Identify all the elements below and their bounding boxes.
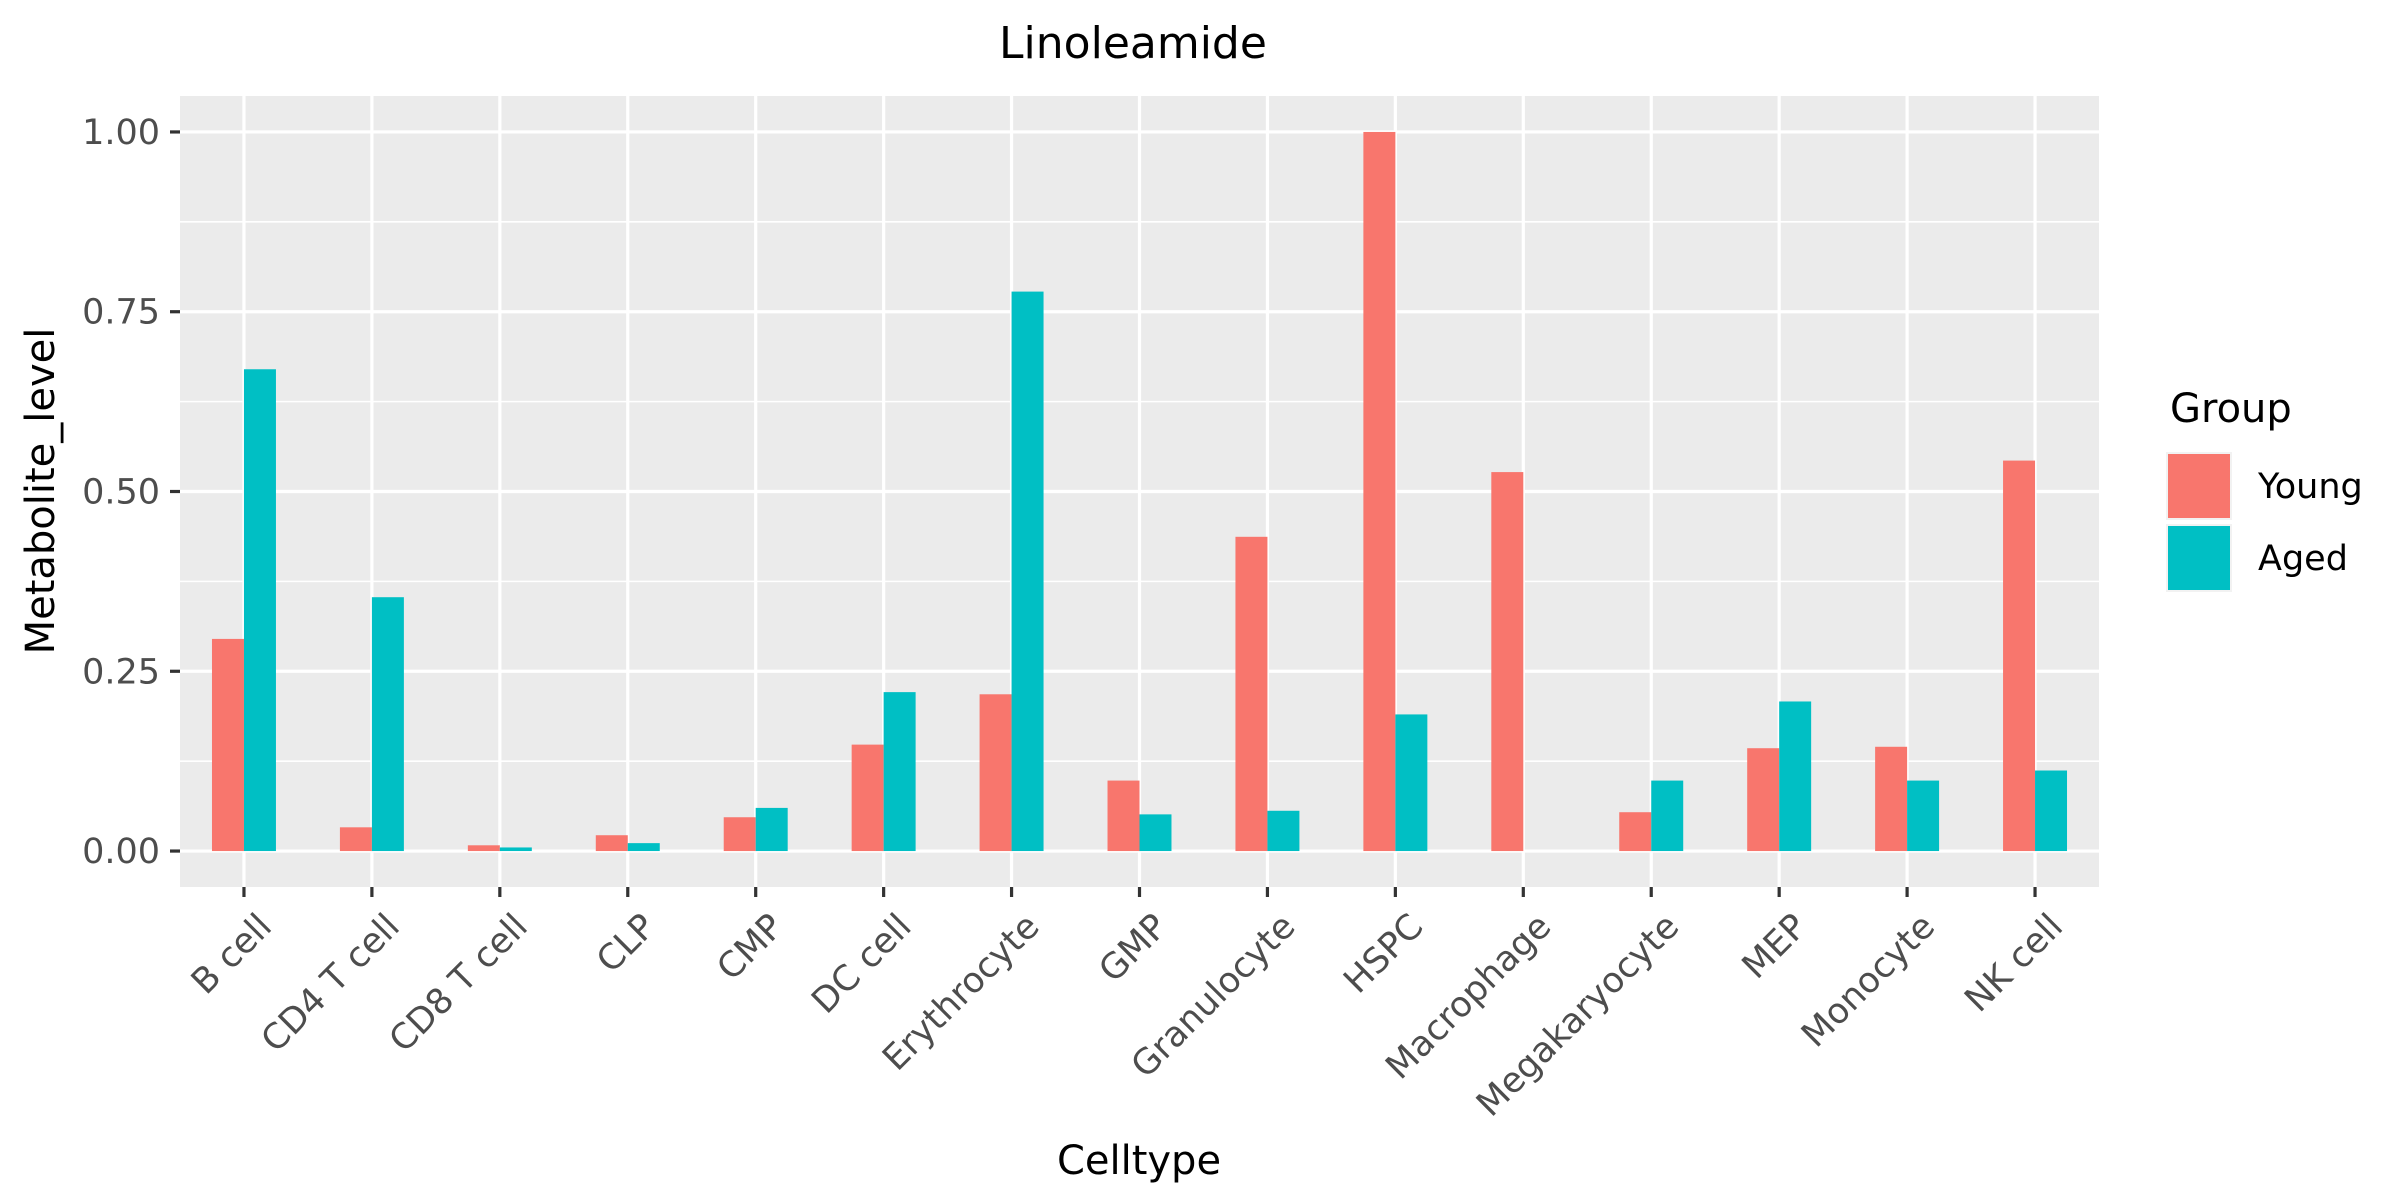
bar-aged-hspc (1395, 714, 1428, 852)
bar-young-mep (1747, 748, 1780, 852)
y-tick-label: 0.75 (82, 293, 160, 333)
bar-young-gmp (1107, 780, 1140, 852)
y-tick-label: 0.50 (82, 473, 160, 513)
bar-aged-cmp (755, 807, 788, 852)
legend-label-aged: Aged (2258, 539, 2348, 579)
x-axis-label: Celltype (1057, 1138, 1221, 1184)
bar-aged-cd4-t-cell (371, 597, 404, 852)
bar-young-cmp (723, 817, 756, 852)
x-tick-label: CD4 T cell (254, 907, 408, 1061)
y-tick-label: 0.00 (82, 832, 160, 872)
bar-young-granulocyte (1235, 536, 1268, 852)
bar-young-macrophage (1491, 472, 1524, 852)
bar-aged-cd8-t-cell (499, 847, 532, 852)
x-tick-label: HSPC (1336, 907, 1431, 1002)
x-tick-label: Monocyte (1794, 907, 1943, 1056)
bar-young-hspc (1363, 131, 1396, 852)
bars (211, 131, 2068, 852)
bar-young-dc-cell (851, 744, 884, 852)
legend-title: Group (2170, 386, 2292, 432)
bar-aged-monocyte (1907, 780, 1940, 852)
legend: Group Young Aged (2166, 386, 2363, 592)
bar-aged-b-cell (243, 369, 276, 852)
y-axis: 0.00 0.25 0.50 0.75 1.00 (82, 113, 180, 872)
bar-young-cd8-t-cell (467, 845, 500, 852)
bar-young-erythrocyte (979, 694, 1012, 852)
bar-aged-granulocyte (1267, 810, 1300, 852)
bar-aged-nk-cell (2035, 770, 2068, 852)
x-tick-label: CD8 T cell (382, 907, 536, 1061)
x-tick-label: B cell (184, 907, 280, 1003)
bar-young-b-cell (211, 638, 244, 852)
bar-aged-dc-cell (883, 692, 916, 852)
x-tick-label: NK cell (1957, 907, 2070, 1020)
bar-aged-gmp (1139, 814, 1172, 852)
bar-aged-erythrocyte (1011, 291, 1044, 852)
x-tick-label: GMP (1092, 907, 1176, 991)
legend-label-young: Young (2257, 467, 2363, 507)
bar-aged-megakaryocyte (1651, 780, 1684, 852)
y-axis-label: Metabolite_level (18, 328, 64, 655)
bar-aged-mep (1779, 701, 1812, 852)
x-tick-label: DC cell (804, 907, 919, 1022)
bar-aged-clp (627, 843, 660, 852)
x-tick-label: CMP (710, 907, 792, 989)
bar-young-megakaryocyte (1619, 812, 1652, 852)
bar-young-cd4-t-cell (339, 827, 372, 852)
bar-young-monocyte (1875, 746, 1908, 852)
y-tick-label: 0.25 (82, 652, 160, 692)
x-tick-label: MEP (1735, 907, 1815, 987)
y-tick-label: 1.00 (82, 113, 160, 153)
chart-title: Linoleamide (999, 18, 1267, 69)
legend-swatch-aged (2168, 526, 2230, 590)
bar-young-clp (595, 835, 628, 852)
bar-young-nk-cell (2003, 460, 2036, 852)
legend-swatch-young (2168, 454, 2230, 518)
x-tick-label: CLP (589, 907, 663, 981)
